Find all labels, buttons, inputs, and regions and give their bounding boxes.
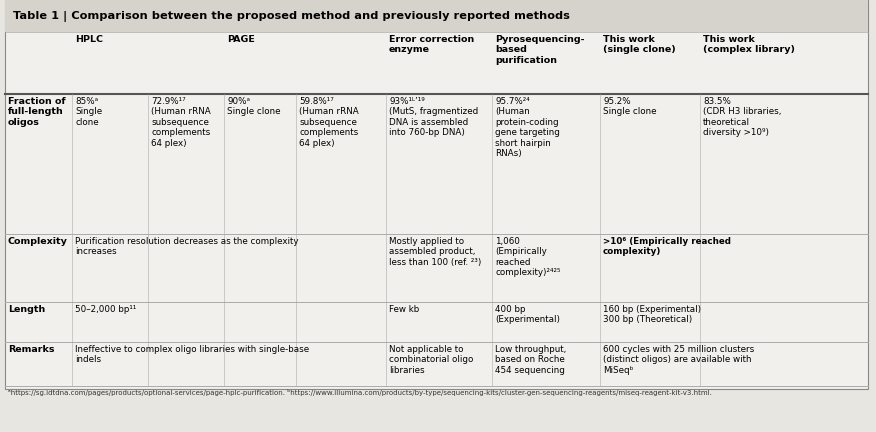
- Text: Mostly applied to
assembled product,
less than 100 (ref. ²³): Mostly applied to assembled product, les…: [389, 237, 482, 267]
- Text: Pyrosequencing-
based
purification: Pyrosequencing- based purification: [495, 35, 584, 65]
- Text: ᵃhttps://sg.idtdna.com/pages/products/optional-services/page-hplc-purification. : ᵃhttps://sg.idtdna.com/pages/products/op…: [8, 389, 712, 396]
- Text: This work
(complex library): This work (complex library): [703, 35, 795, 54]
- Text: 50–2,000 bp¹¹: 50–2,000 bp¹¹: [75, 305, 137, 314]
- FancyBboxPatch shape: [5, 0, 868, 389]
- Text: 83.5%
(CDR H3 libraries,
theoretical
diversity >10⁹): 83.5% (CDR H3 libraries, theoretical div…: [703, 97, 781, 137]
- Text: Few kb: Few kb: [389, 305, 420, 314]
- Text: Remarks: Remarks: [8, 345, 54, 354]
- Text: Length: Length: [8, 305, 46, 314]
- Text: Fraction of
full-length
oligos: Fraction of full-length oligos: [8, 97, 66, 127]
- Text: 93%¹ᴸ’¹⁹
(MutS, fragmentized
DNA is assembled
into 760-bp DNA): 93%¹ᴸ’¹⁹ (MutS, fragmentized DNA is asse…: [389, 97, 478, 137]
- Text: 160 bp (Experimental)
300 bp (Theoretical): 160 bp (Experimental) 300 bp (Theoretica…: [603, 305, 701, 324]
- Text: PAGE: PAGE: [227, 35, 255, 44]
- Text: 400 bp
(Experimental): 400 bp (Experimental): [495, 305, 560, 324]
- Text: Not applicable to
combinatorial oligo
libraries: Not applicable to combinatorial oligo li…: [389, 345, 473, 375]
- Text: 95.2%
Single clone: 95.2% Single clone: [603, 97, 656, 116]
- Text: 1,060
(Empirically
reached
complexity)²⁴²⁵: 1,060 (Empirically reached complexity)²⁴…: [495, 237, 561, 277]
- Text: Table 1 | Comparison between the proposed method and previously reported methods: Table 1 | Comparison between the propose…: [13, 10, 570, 22]
- Text: Error correction
enzyme: Error correction enzyme: [389, 35, 474, 54]
- Text: Complexity: Complexity: [8, 237, 67, 246]
- Text: 600 cycles with 25 million clusters
(distinct oligos) are available with
MiSeqᵇ: 600 cycles with 25 million clusters (dis…: [603, 345, 754, 375]
- Text: 72.9%¹⁷
(Human rRNA
subsequence
complements
64 plex): 72.9%¹⁷ (Human rRNA subsequence compleme…: [151, 97, 211, 148]
- Text: 85%ᵃ
Single
clone: 85%ᵃ Single clone: [75, 97, 102, 127]
- Text: 90%ᵃ
Single clone: 90%ᵃ Single clone: [227, 97, 280, 116]
- Text: >10⁶ (Empirically reached
complexity): >10⁶ (Empirically reached complexity): [603, 237, 731, 257]
- Text: 59.8%¹⁷
(Human rRNA
subsequence
complements
64 plex): 59.8%¹⁷ (Human rRNA subsequence compleme…: [299, 97, 359, 148]
- Text: 95.7%²⁴
(Human
protein-coding
gene targeting
short hairpin
RNAs): 95.7%²⁴ (Human protein-coding gene targe…: [495, 97, 560, 158]
- FancyBboxPatch shape: [5, 0, 868, 32]
- Text: This work
(single clone): This work (single clone): [603, 35, 675, 54]
- Text: HPLC: HPLC: [75, 35, 103, 44]
- Text: Purification resolution decreases as the complexity
increases: Purification resolution decreases as the…: [75, 237, 299, 257]
- Text: Low throughput,
based on Roche
454 sequencing: Low throughput, based on Roche 454 seque…: [495, 345, 566, 375]
- Text: Ineffective to complex oligo libraries with single-base
indels: Ineffective to complex oligo libraries w…: [75, 345, 309, 365]
